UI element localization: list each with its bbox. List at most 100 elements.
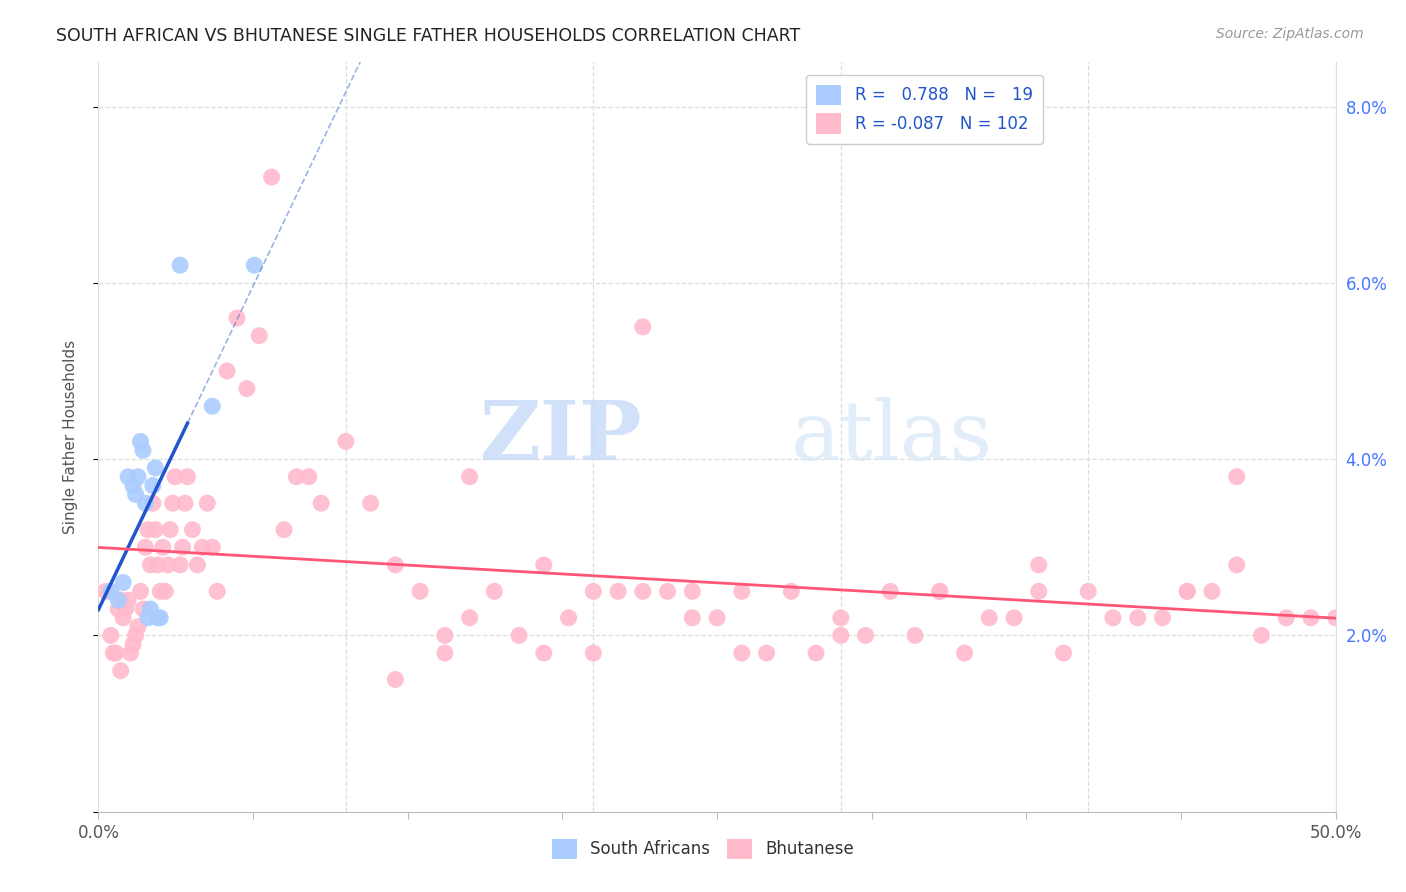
Legend: R =   0.788   N =   19, R = -0.087   N = 102: R = 0.788 N = 19, R = -0.087 N = 102 — [807, 75, 1043, 144]
Point — [384, 673, 406, 687]
Point — [855, 628, 877, 642]
Point — [1275, 611, 1298, 625]
Point — [928, 584, 950, 599]
Point — [107, 602, 129, 616]
Point — [107, 593, 129, 607]
Point — [146, 611, 169, 625]
Point — [181, 523, 204, 537]
Point — [1201, 584, 1223, 599]
Point — [1175, 584, 1198, 599]
Point — [100, 628, 122, 642]
Point — [156, 558, 179, 572]
Point — [904, 628, 927, 642]
Point — [533, 558, 555, 572]
Point — [1126, 611, 1149, 625]
Point — [780, 584, 803, 599]
Point — [174, 496, 197, 510]
Point — [731, 584, 754, 599]
Point — [169, 258, 191, 272]
Point — [1226, 558, 1249, 572]
Point — [162, 496, 184, 510]
Point — [112, 575, 135, 590]
Point — [110, 664, 132, 678]
Point — [112, 611, 135, 625]
Point — [1250, 628, 1272, 642]
Point — [136, 523, 159, 537]
Point — [104, 646, 127, 660]
Point — [124, 487, 146, 501]
Point — [731, 646, 754, 660]
Point — [557, 611, 579, 625]
Point — [273, 523, 295, 537]
Point — [582, 584, 605, 599]
Point — [484, 584, 506, 599]
Point — [191, 541, 214, 555]
Point — [979, 611, 1001, 625]
Point — [149, 584, 172, 599]
Point — [226, 311, 249, 326]
Point — [201, 541, 224, 555]
Point — [1102, 611, 1125, 625]
Point — [122, 637, 145, 651]
Point — [458, 611, 481, 625]
Point — [1152, 611, 1174, 625]
Point — [706, 611, 728, 625]
Point — [205, 584, 228, 599]
Point — [804, 646, 827, 660]
Point — [1052, 646, 1074, 660]
Point — [159, 523, 181, 537]
Point — [879, 584, 901, 599]
Text: SOUTH AFRICAN VS BHUTANESE SINGLE FATHER HOUSEHOLDS CORRELATION CHART: SOUTH AFRICAN VS BHUTANESE SINGLE FATHER… — [56, 27, 800, 45]
Y-axis label: Single Father Households: Single Father Households — [63, 340, 77, 534]
Text: ZIP: ZIP — [481, 397, 643, 477]
Point — [247, 328, 270, 343]
Point — [132, 602, 155, 616]
Point — [830, 628, 852, 642]
Legend: South Africans, Bhutanese: South Africans, Bhutanese — [546, 832, 860, 866]
Point — [657, 584, 679, 599]
Point — [146, 558, 169, 572]
Point — [458, 469, 481, 483]
Point — [94, 584, 117, 599]
Point — [243, 258, 266, 272]
Text: Source: ZipAtlas.com: Source: ZipAtlas.com — [1216, 27, 1364, 41]
Point — [143, 523, 166, 537]
Point — [117, 593, 139, 607]
Point — [195, 496, 218, 510]
Point — [508, 628, 530, 642]
Point — [139, 558, 162, 572]
Point — [1028, 558, 1050, 572]
Point — [533, 646, 555, 660]
Point — [124, 628, 146, 642]
Point — [142, 496, 165, 510]
Point — [129, 434, 152, 449]
Point — [169, 558, 191, 572]
Point — [830, 611, 852, 625]
Point — [100, 584, 122, 599]
Point — [136, 611, 159, 625]
Point — [201, 399, 224, 413]
Point — [103, 646, 125, 660]
Point — [139, 602, 162, 616]
Point — [165, 469, 187, 483]
Point — [335, 434, 357, 449]
Point — [129, 584, 152, 599]
Point — [1324, 611, 1347, 625]
Point — [285, 469, 308, 483]
Point — [176, 469, 198, 483]
Point — [755, 646, 778, 660]
Point — [134, 541, 156, 555]
Point — [149, 611, 172, 625]
Text: atlas: atlas — [792, 397, 994, 477]
Point — [122, 478, 145, 492]
Point — [681, 611, 703, 625]
Point — [132, 443, 155, 458]
Point — [607, 584, 630, 599]
Point — [1175, 584, 1198, 599]
Point — [260, 169, 283, 184]
Point — [1226, 469, 1249, 483]
Point — [217, 364, 239, 378]
Point — [360, 496, 382, 510]
Point — [928, 584, 950, 599]
Point — [953, 646, 976, 660]
